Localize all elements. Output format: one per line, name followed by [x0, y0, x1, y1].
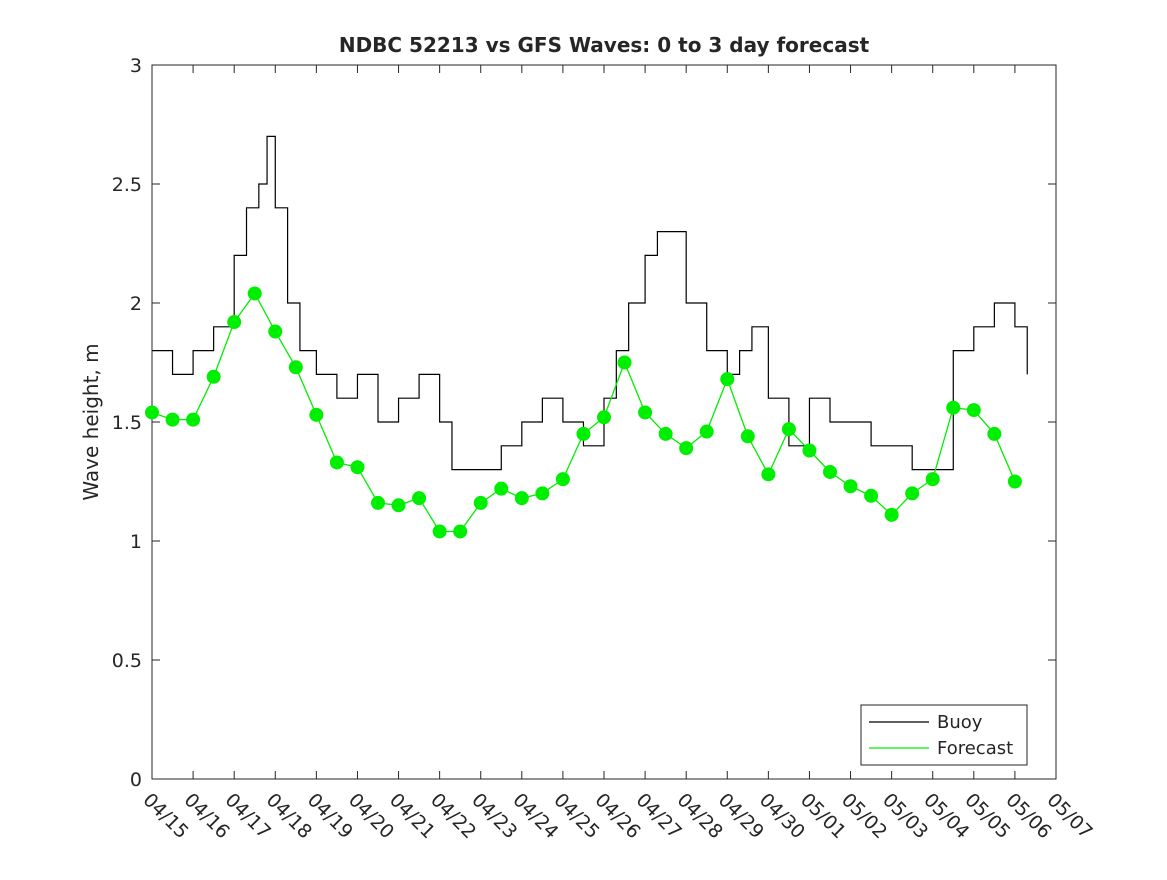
- x-tick-label: 04/27: [632, 789, 686, 843]
- forecast-point: [288, 360, 303, 375]
- legend: Buoy Forecast: [860, 704, 1028, 766]
- forecast-point: [514, 491, 529, 506]
- x-tick-label: 04/25: [549, 789, 603, 843]
- y-tick-label: 0.5: [112, 650, 142, 672]
- y-tick-label: 0: [130, 769, 142, 791]
- forecast-point: [535, 486, 550, 501]
- forecast-point: [145, 405, 159, 420]
- y-tick-label: 2.5: [112, 174, 142, 196]
- forecast-point: [905, 486, 920, 501]
- forecast-point: [617, 355, 632, 370]
- forecast-point: [864, 488, 879, 503]
- x-tick-label: 04/30: [755, 789, 809, 843]
- forecast-point: [227, 315, 242, 330]
- x-tick-label: 04/20: [344, 789, 398, 843]
- x-tick-label: 04/15: [138, 789, 192, 843]
- x-tick-label: 05/04: [919, 789, 973, 843]
- x-tick-label: 05/07: [1042, 789, 1096, 843]
- forecast-point: [761, 467, 776, 482]
- forecast-point: [165, 412, 180, 427]
- forecast-point: [432, 524, 447, 539]
- forecast-point: [1007, 474, 1022, 489]
- forecast-point: [966, 403, 981, 418]
- forecast-point: [350, 460, 365, 475]
- forecast-point: [247, 286, 262, 301]
- y-tick-label: 3: [130, 55, 142, 77]
- x-tick-label: 04/28: [673, 789, 727, 843]
- forecast-point: [884, 507, 899, 522]
- x-tick-label: 04/18: [262, 789, 316, 843]
- y-tick-label: 2: [130, 293, 142, 315]
- forecast-point: [658, 426, 673, 441]
- y-tick-label: 1.5: [112, 412, 142, 434]
- x-tick-label: 05/02: [837, 789, 891, 843]
- forecast-point: [597, 410, 611, 425]
- forecast-point: [781, 422, 796, 437]
- forecast-point: [802, 443, 817, 458]
- x-tick-label: 04/26: [590, 789, 644, 843]
- x-tick-label: 04/17: [221, 789, 275, 843]
- x-tick-label: 05/05: [960, 789, 1014, 843]
- x-tick-label: 05/06: [1001, 789, 1055, 843]
- forecast-point: [987, 426, 1002, 441]
- forecast-point: [371, 495, 385, 510]
- forecast-point: [740, 429, 755, 444]
- x-tick-label: 05/03: [878, 789, 932, 843]
- x-tick-label: 04/16: [180, 789, 234, 843]
- forecast-point: [720, 372, 735, 387]
- forecast-point: [186, 412, 201, 427]
- y-axis-label: Wave height, m: [79, 343, 103, 500]
- forecast-point: [699, 424, 714, 439]
- forecast-point: [843, 479, 858, 494]
- x-tick-label: 04/22: [426, 789, 480, 843]
- forecast-point: [638, 405, 653, 420]
- legend-label: Forecast: [937, 738, 1013, 759]
- forecast-point: [679, 441, 694, 456]
- x-tick-label: 04/21: [385, 789, 439, 843]
- forecast-point: [555, 472, 570, 487]
- forecast-point: [412, 491, 427, 506]
- forecast-point: [329, 455, 344, 470]
- legend-label: Buoy: [937, 712, 983, 733]
- forecast-point: [823, 464, 837, 479]
- forecast-point: [453, 524, 468, 539]
- x-tick-label: 05/01: [796, 789, 850, 843]
- forecast-point: [391, 498, 406, 513]
- forecast-point: [494, 481, 509, 496]
- forecast-point: [206, 369, 221, 384]
- forecast-point: [946, 400, 961, 415]
- x-tick-label: 04/19: [303, 789, 357, 843]
- forecast-point: [473, 495, 488, 510]
- y-tick-label: 1: [130, 531, 142, 553]
- buoy-line: [152, 135, 1028, 471]
- chart-title: NDBC 52213 vs GFS Waves: 0 to 3 day fore…: [339, 33, 870, 57]
- forecast-point: [576, 426, 591, 441]
- x-tick-label: 04/29: [714, 789, 768, 843]
- forecast-point: [268, 324, 283, 339]
- legend-box: [860, 704, 1028, 766]
- forecast-point: [309, 407, 324, 422]
- x-tick-label: 04/24: [508, 789, 562, 843]
- x-tick-label: 04/23: [467, 789, 521, 843]
- forecast-point: [925, 472, 940, 487]
